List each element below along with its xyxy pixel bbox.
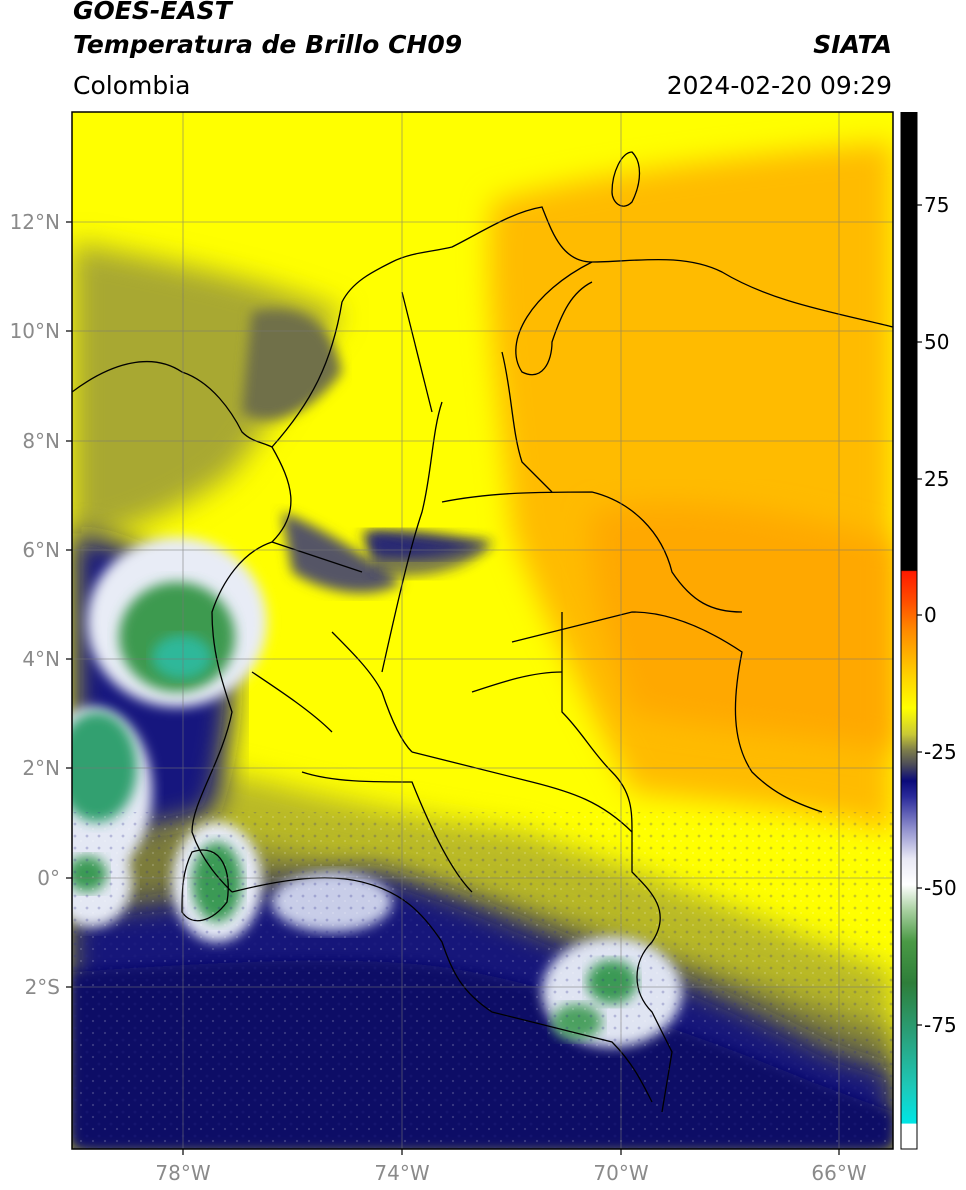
- lat-label-2n: 2°N: [22, 756, 60, 780]
- colorbar-ramp: [900, 112, 918, 1150]
- colorbar-tick-minus50: -50: [924, 876, 957, 900]
- lat-label-4n: 4°N: [22, 647, 60, 671]
- lat-label-2s: 2°S: [25, 975, 60, 999]
- lat-label-12n: 12°N: [10, 210, 60, 234]
- lon-label-66w: 66°W: [811, 1161, 866, 1185]
- colorbar-tick-0: 0: [924, 603, 937, 627]
- colorbar-tick-50: 50: [924, 330, 949, 354]
- product-title: Temperatura de Brillo CH09: [73, 30, 463, 59]
- lat-label-10n: 10°N: [10, 319, 60, 343]
- satellite-title: GOES-EAST: [73, 0, 232, 25]
- map-frame: [71, 111, 894, 1150]
- lat-label-0: 0°: [37, 866, 60, 890]
- satellite-map: 12°N 10°N 8°N 6°N 4°N 2°N 0° 2°S 78°W 74…: [10, 111, 894, 1185]
- lon-label-74w: 74°W: [374, 1161, 429, 1185]
- graticule: [72, 112, 893, 1149]
- region-label: Colombia: [73, 71, 191, 100]
- brightness-field: [72, 112, 893, 1149]
- lat-label-8n: 8°N: [22, 429, 60, 453]
- lat-label-6n: 6°N: [22, 538, 60, 562]
- colorbar-tick-25: 25: [924, 467, 949, 491]
- brand-label: SIATA: [813, 30, 892, 59]
- colorbar-tick-minus25: -25: [924, 740, 957, 764]
- colorbar-tick-75: 75: [924, 193, 949, 217]
- timestamp-label: 2024-02-20 09:29: [666, 71, 892, 100]
- lon-label-78w: 78°W: [155, 1161, 210, 1185]
- colorbar-tick-minus75: -75: [924, 1013, 957, 1037]
- colorbar: 75 50 25 0 -25 -50 -75: [900, 112, 957, 1150]
- lon-label-70w: 70°W: [593, 1161, 648, 1185]
